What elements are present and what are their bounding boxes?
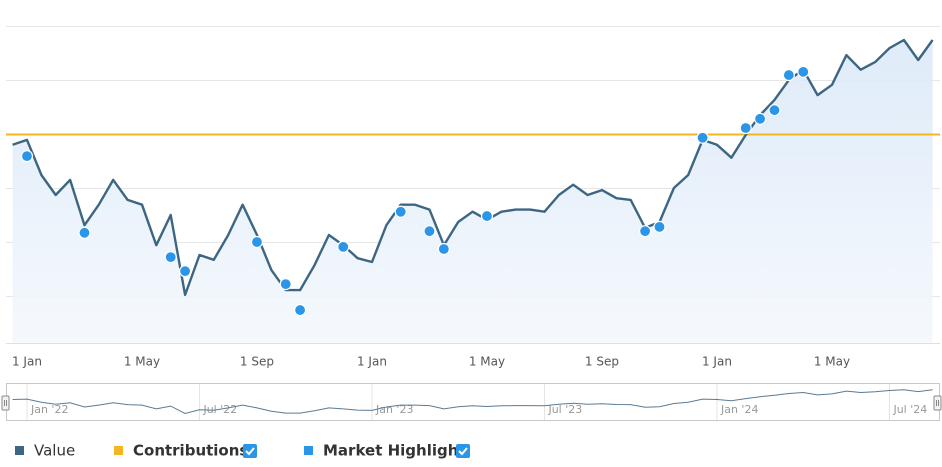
market-highlight: [753, 112, 767, 125]
nav-label: Jan '24: [720, 403, 758, 416]
legend-item[interactable]: Contributions: [114, 442, 257, 460]
x-tick-label: 1 Sep: [585, 355, 619, 369]
legend-item[interactable]: Market Highlight: [304, 442, 470, 460]
x-tick-label: 1 May: [469, 355, 505, 369]
value-line: [12, 38, 934, 297]
market-highlight: [164, 251, 177, 264]
navigator[interactable]: Jan '22 Jul '22 Jan '23 Jul '23 Jan '24 Jul '…: [1, 383, 942, 421]
market-highlight: [423, 225, 436, 238]
legend-label: Value: [34, 442, 75, 460]
market-highlight: [782, 68, 795, 82]
market-highlight: [739, 121, 752, 135]
legend-marker: [114, 446, 123, 455]
x-tick-label: 1 Sep: [240, 355, 274, 369]
legend-marker: [15, 446, 24, 455]
legend-item[interactable]: Value: [15, 442, 75, 460]
x-tick-label: 1 Jan: [357, 355, 387, 369]
x-axis: 1 Jan 1 May 1 Sep 1 Jan 1 May 1 Sep 1 Jan 1 May: [12, 355, 850, 369]
nav-label: Jan '23: [375, 403, 413, 416]
market-highlight: [696, 131, 709, 144]
x-tick-label: 1 May: [124, 355, 160, 369]
checkbox[interactable]: [243, 444, 257, 458]
x-tick-label: 1 May: [814, 355, 850, 369]
navigator-line: [12, 389, 933, 415]
market-highlight: [279, 278, 292, 291]
market-highlight: [768, 104, 781, 117]
nav-label: Jul '24: [892, 403, 927, 416]
market-highlight: [653, 220, 666, 233]
navigator-frame: [6, 383, 940, 421]
plot-area: [6, 38, 940, 343]
market-highlight: [78, 226, 91, 239]
navigator-handle[interactable]: [1, 395, 10, 411]
checkbox[interactable]: [456, 444, 470, 458]
market-highlight: [179, 265, 192, 278]
market-highlight: [638, 225, 652, 238]
market-highlight: [294, 303, 307, 317]
legend-label: Market Highlight: [323, 442, 466, 460]
market-highlight: [337, 240, 350, 253]
x-tick-label: 1 Jan: [12, 355, 42, 369]
nav-label: Jul '23: [547, 403, 582, 416]
navigator-handle[interactable]: [933, 395, 942, 411]
legend-marker: [304, 446, 313, 455]
value-area: [12, 40, 933, 343]
x-tick-label: 1 Jan: [702, 355, 732, 369]
check-mark: [458, 447, 468, 456]
market-highlight: [797, 65, 810, 78]
check-mark: [245, 447, 255, 456]
market-highlight: [480, 209, 494, 223]
market-highlight: [20, 150, 34, 163]
legend-label: Contributions: [133, 442, 248, 460]
market-highlight: [437, 242, 450, 256]
market-highlight: [394, 205, 407, 218]
legend: Value Contributions Market Highlight: [15, 442, 470, 460]
market-highlight: [250, 235, 264, 249]
nav-label: Jan '22: [30, 403, 68, 416]
